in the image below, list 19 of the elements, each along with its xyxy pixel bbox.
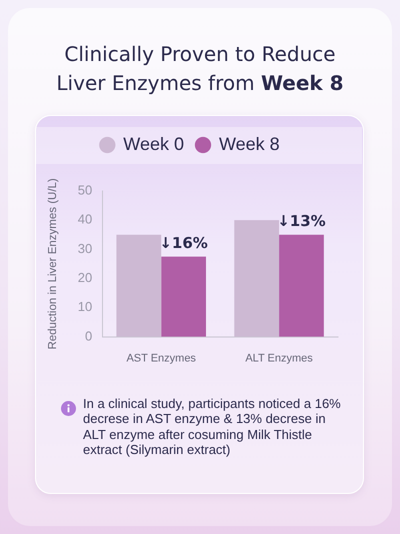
y-tick-label: 20 [78,270,92,286]
text: In a clinical study, participants noticed a 16% decrese in AST enzyme & 13% decrese in ALT enzyme after cosuming Milk Thistle extract (Silymarin extract) [83,396,342,458]
y-axis-title: Reduction in Liver Enzymes (U/L) [47,178,60,350]
y-tick-label: 30 [78,240,92,256]
y-tick-label: 50 [78,182,92,198]
bar [161,256,206,337]
bar [116,234,162,337]
legend-label: Week 8 [219,134,280,154]
annotation: ↓16% [159,234,208,252]
legend-label: Week 0 [123,134,184,154]
annotation: ↓13% [277,212,326,230]
y-tick-label: 0 [85,328,92,344]
x-tick-label: ALT Enzymes [245,352,314,364]
x-tick-label: AST Enzymes [126,352,196,364]
chart-title: Clinically Proven to Reduce Liver Enzymes from Week 8 [56,42,344,95]
bar [279,234,324,337]
bar [234,220,280,337]
y-tick-label: 10 [78,299,92,314]
y-tick-label: 40 [78,212,92,227]
